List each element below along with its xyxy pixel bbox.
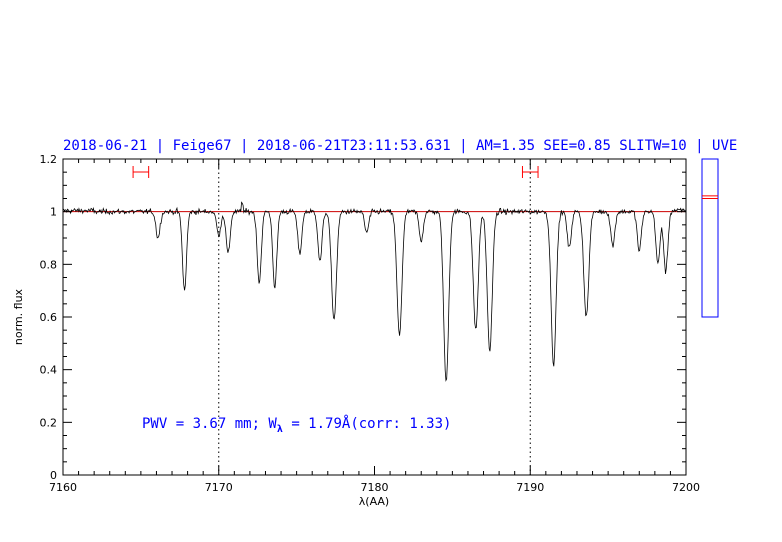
x-tick-label: 7160 xyxy=(49,481,77,494)
equivalent-width-text: = 1.79Å(corr: 1.33) xyxy=(283,415,452,432)
reference-lines xyxy=(218,159,531,475)
y-tick-label: 0.8 xyxy=(40,258,58,271)
y-tick-label: 0.2 xyxy=(40,416,58,429)
pwv-annotation: PWV = 3.67 mm; Wλ = 1.79Å(corr: 1.33) xyxy=(142,415,451,435)
y-tick-label: 0 xyxy=(50,469,57,482)
y-tick-label: 1 xyxy=(50,206,57,219)
y-tick-label: 0.4 xyxy=(40,364,58,377)
y-axis-title: norm. flux xyxy=(12,288,25,345)
side-indicator-panel xyxy=(701,158,719,318)
pwv-text: PWV = 3.67 mm; W xyxy=(142,416,277,432)
spectrum-series xyxy=(62,201,687,382)
y-tick-label: 0.6 xyxy=(40,311,58,324)
indicator-box xyxy=(701,158,719,318)
y-tick-label: 1.2 xyxy=(40,153,58,166)
axis-tick-labels: 7160 7170 7180 7190 7200 0 0.2 0.4 0.6 0.8 1 1.2 xyxy=(40,153,701,494)
x-tick-label: 7180 xyxy=(361,481,389,494)
lambda-subscript: λ xyxy=(277,424,283,435)
x-tick-label: 7200 xyxy=(672,481,700,494)
x-tick-label: 7170 xyxy=(205,481,233,494)
chart-header: 2018-06-21 | Feige67 | 2018-06-21T23:11:… xyxy=(63,138,737,154)
window-markers xyxy=(132,166,539,178)
x-axis-title: λ(AA) xyxy=(359,495,389,508)
x-tick-label: 7190 xyxy=(516,481,544,494)
axis-ticks xyxy=(62,158,687,476)
